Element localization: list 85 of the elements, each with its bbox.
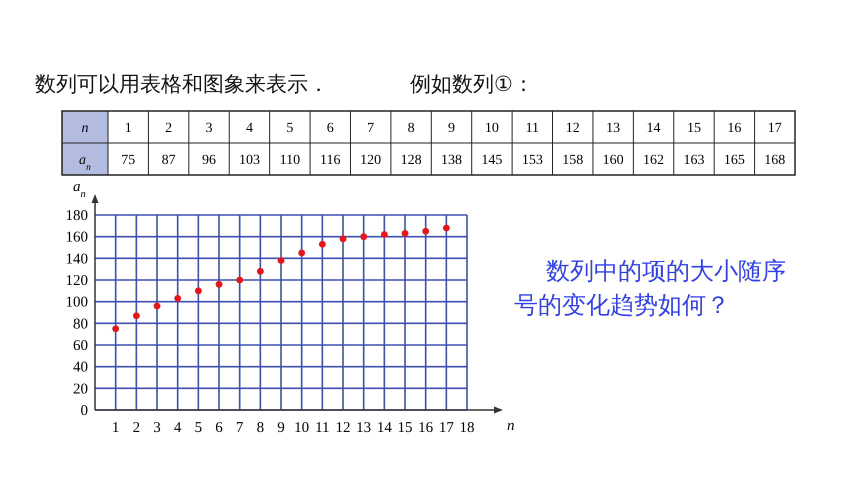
x-tick-label: 18 xyxy=(460,420,474,436)
x-tick-label: 14 xyxy=(376,420,392,436)
x-tick-label: 4 xyxy=(174,420,182,436)
y-tick-label: 160 xyxy=(66,230,88,246)
y-tick-label: 20 xyxy=(73,381,88,398)
point xyxy=(298,250,306,256)
x-tick-label: 8 xyxy=(408,121,415,136)
x-tick-label: 6 xyxy=(215,420,224,436)
y-tick-label: 40 xyxy=(73,360,88,376)
x-tick-label: 2 xyxy=(165,121,172,136)
x-tick-label: 9 xyxy=(448,121,455,136)
data-label: 110 xyxy=(280,153,300,168)
data-label: 165 xyxy=(724,153,745,168)
y-tick-label: 80 xyxy=(73,316,88,332)
x-tick-label: 5 xyxy=(194,420,202,436)
y-tick-label: 120 xyxy=(66,273,88,289)
point xyxy=(340,235,346,242)
y-tick-label: 140 xyxy=(66,251,88,268)
point xyxy=(194,287,202,294)
data-label: 96 xyxy=(202,153,216,168)
x-tick-label: 15 xyxy=(686,121,701,136)
x-tick-label: 7 xyxy=(367,121,374,136)
data-label: 145 xyxy=(481,153,502,168)
point xyxy=(216,280,222,288)
point xyxy=(278,257,284,264)
x-tick-label: 17 xyxy=(768,121,782,136)
point xyxy=(154,302,160,310)
point xyxy=(132,312,140,320)
x-axis-title: n xyxy=(82,121,88,136)
data-label: 160 xyxy=(602,153,624,168)
x-tick-label: 14 xyxy=(646,121,661,136)
x-tick-label: 5 xyxy=(286,121,294,136)
point xyxy=(318,240,326,248)
x-tick-label: 9 xyxy=(277,420,285,436)
x-tick-label: 11 xyxy=(315,420,330,436)
x-tick-label: 10 xyxy=(484,121,499,136)
y-tick-label: 180 xyxy=(66,208,88,224)
data-label: 75 xyxy=(121,153,136,168)
chart-subtitle: 例如数列①： xyxy=(410,71,534,98)
point xyxy=(174,295,182,302)
x-tick-label: 15 xyxy=(398,420,412,436)
y-tick-label: 60 xyxy=(73,338,88,354)
point xyxy=(422,228,430,235)
x-tick-label: 12 xyxy=(336,420,350,436)
data-label: 138 xyxy=(441,153,462,168)
data-label: 87 xyxy=(162,153,176,168)
point xyxy=(236,276,244,284)
x-tick-label: 16 xyxy=(727,121,742,136)
point xyxy=(360,233,368,240)
point xyxy=(380,231,388,238)
point xyxy=(442,224,450,232)
x-tick-label: 8 xyxy=(256,420,264,436)
data-label: 120 xyxy=(360,153,382,168)
x-tick-label: 11 xyxy=(526,121,540,136)
x-axis-title: n xyxy=(507,418,514,434)
chart-title: 数列可以用表格和图象来表示． xyxy=(35,71,329,98)
point xyxy=(256,268,264,275)
data-label: 162 xyxy=(643,153,664,168)
x-tick-label: 3 xyxy=(153,420,161,436)
data-label: 158 xyxy=(562,153,584,168)
y-tick-label: 100 xyxy=(66,294,88,311)
x-tick-label: 4 xyxy=(246,121,253,136)
x-tick-label: 7 xyxy=(236,420,244,436)
data-label: 103 xyxy=(238,153,260,168)
data-label: 168 xyxy=(764,153,786,168)
x-tick-label: 1 xyxy=(124,121,132,136)
text: 数列中的项的大小随序号的变化趋势如何？ xyxy=(514,256,787,321)
data-label: 116 xyxy=(320,153,341,168)
x-tick-label: 10 xyxy=(294,420,310,436)
x-tick-label: 1 xyxy=(112,420,120,436)
point xyxy=(112,325,120,332)
y-tick-label: a$_{n}$ xyxy=(79,153,92,172)
x-tick-label: 12 xyxy=(566,121,580,136)
y-tick-label: 0 xyxy=(80,403,88,419)
data-label: 128 xyxy=(400,153,422,168)
data-label: 163 xyxy=(683,153,704,168)
x-tick-label: 6 xyxy=(326,121,334,136)
x-tick-label: 2 xyxy=(132,420,140,436)
x-tick-label: 3 xyxy=(206,121,213,136)
data-label: 153 xyxy=(522,153,543,168)
x-tick-label: 13 xyxy=(606,121,620,136)
x-tick-label: 13 xyxy=(356,420,372,436)
x-tick-label: 16 xyxy=(418,420,434,436)
x-tick-label: 17 xyxy=(438,420,454,436)
point xyxy=(402,230,408,237)
